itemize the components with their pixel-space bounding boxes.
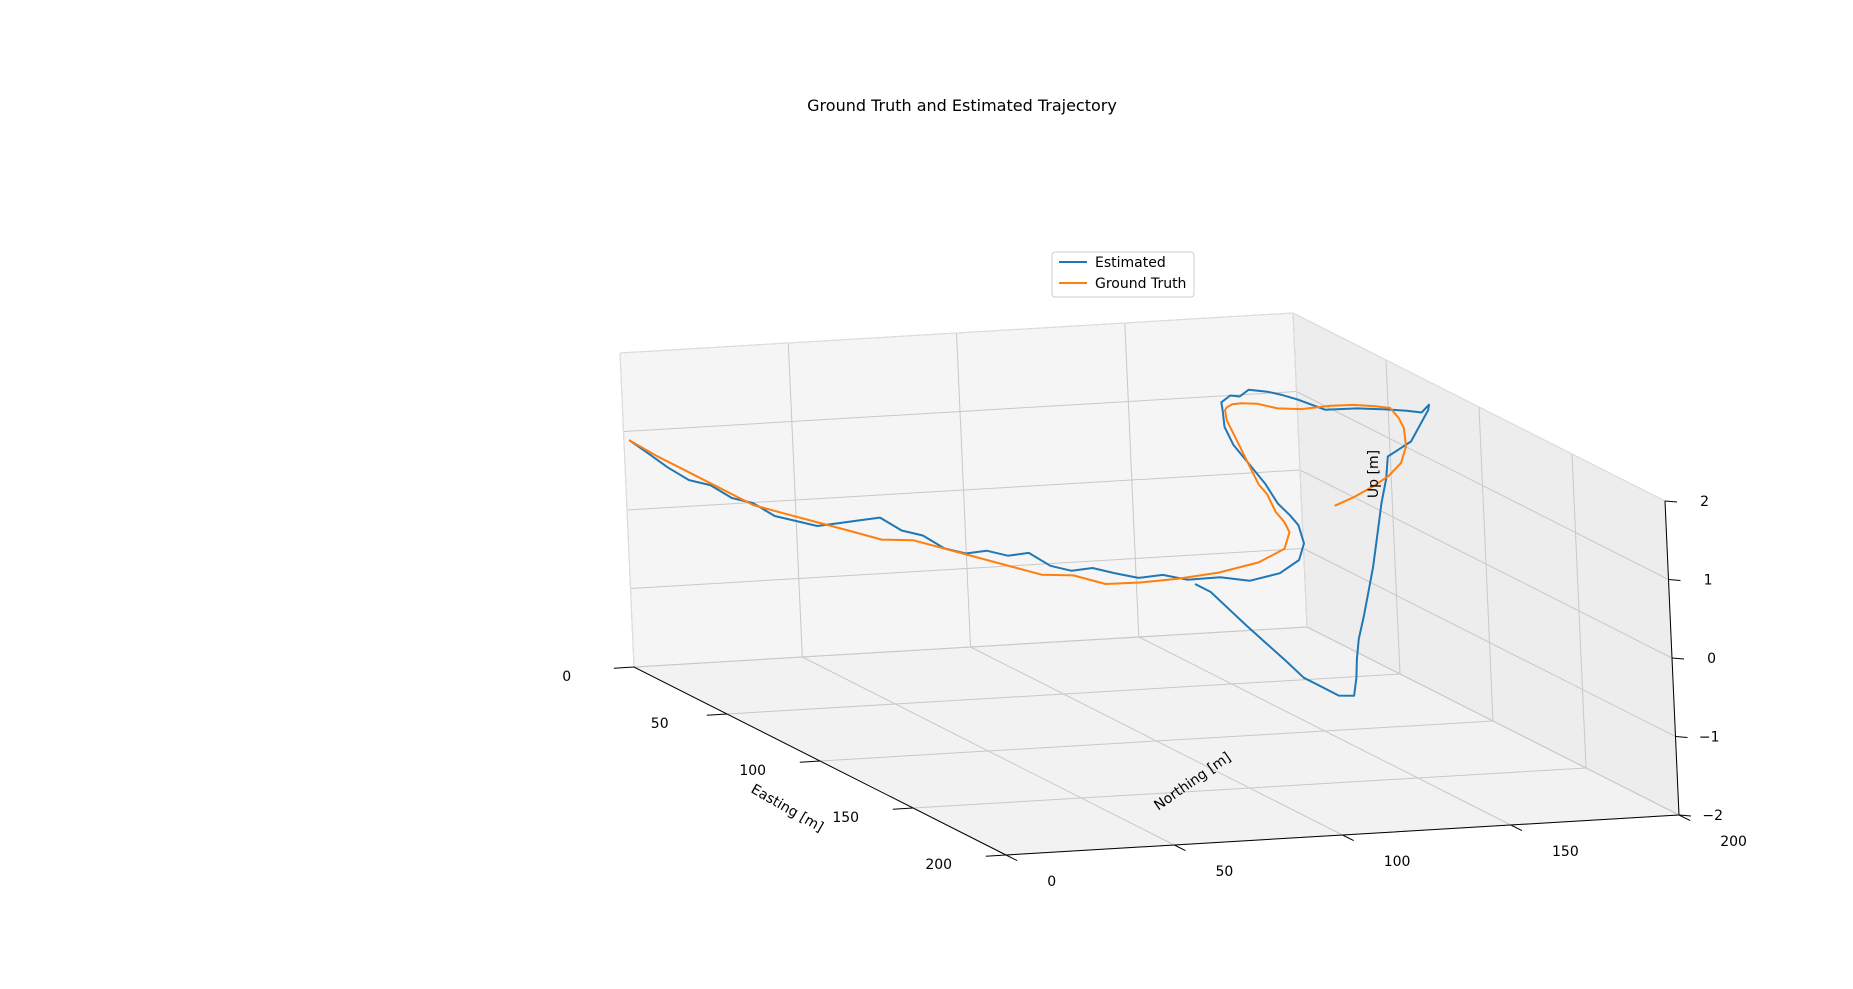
y-tick-mark	[1174, 844, 1186, 852]
x-tick-mark	[799, 760, 821, 763]
grid-line-z-right	[1296, 391, 1669, 580]
y-tick-label: 100	[1384, 854, 1411, 870]
grid-line-z-right	[1299, 469, 1673, 659]
x-tick-mark	[985, 854, 1007, 857]
grid-line-z-left	[630, 548, 1304, 589]
y-tick-label: 50	[1216, 864, 1234, 880]
z-tick-label: 1	[1704, 573, 1713, 589]
grid-line-y-floor	[970, 646, 1343, 836]
chart-title: Ground Truth and Estimated Trajectory	[807, 96, 1117, 115]
series-line-ground-truth	[628, 402, 1407, 585]
grid-line-y-floor	[1138, 636, 1512, 826]
legend: Estimated Ground Truth	[1051, 251, 1195, 298]
y-tick-label: 150	[1552, 844, 1579, 860]
z-tick-label: −1	[1699, 730, 1720, 746]
x-tick-mark	[613, 666, 635, 669]
grid-line-z-right	[1303, 548, 1676, 737]
grid-line-y-floor	[802, 656, 1175, 846]
z-tick-mark	[1668, 579, 1681, 581]
y-tick-mark	[1005, 854, 1018, 862]
z-tick-label: −2	[1702, 808, 1723, 824]
z-tick-label: 2	[1700, 494, 1709, 510]
y-tick-mark	[1678, 814, 1691, 822]
pane-edge	[1292, 312, 1308, 628]
y-tick-mark	[1342, 834, 1354, 842]
pane-edge	[619, 352, 635, 668]
legend-box	[1051, 251, 1195, 298]
pane-edge	[1292, 312, 1666, 502]
z-tick-mark	[1671, 657, 1685, 660]
x-tick-label: 200	[925, 857, 952, 873]
legend-label-estimated: Estimated	[1095, 255, 1166, 271]
grid-line-z-left	[626, 469, 1301, 511]
pane-edge	[619, 312, 1294, 354]
y-tick-mark	[1510, 824, 1523, 832]
x-tick-mark	[892, 807, 914, 810]
tick-labels: 0 50 100 150 200 0 50 100 150 200 −2 −1 0 1 2	[562, 494, 1747, 890]
data-series	[628, 388, 1430, 697]
grid-line-z-left	[623, 391, 1297, 432]
grid-line-z-right	[1306, 626, 1680, 816]
z-tick-mark	[1678, 814, 1692, 817]
z-tick-mark	[1675, 736, 1688, 738]
grid-line-z-left	[633, 626, 1308, 668]
series-line-estimated	[628, 388, 1430, 697]
y-tick-label: 200	[1720, 834, 1747, 850]
x-tick-label: 100	[739, 763, 766, 779]
legend-label-ground-truth: Ground Truth	[1095, 276, 1186, 292]
x-tick-mark	[706, 713, 728, 716]
x-tick-label: 0	[562, 669, 571, 685]
z-axis-label: Up [m]	[1366, 450, 1382, 498]
x-tick-label: 50	[651, 716, 669, 732]
x-tick-label: 150	[832, 810, 859, 826]
z-tick-label: 0	[1707, 651, 1716, 667]
z-tick-mark	[1664, 500, 1678, 503]
y-tick-label: 0	[1047, 874, 1056, 890]
